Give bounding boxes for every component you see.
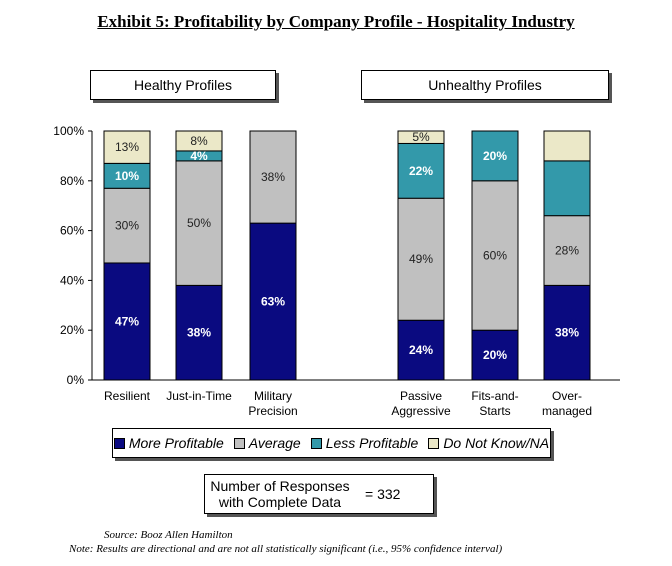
legend-label-less-profitable: Less Profitable (325, 435, 419, 451)
legend-label-more-profitable: More Profitable (128, 435, 224, 451)
bar-segment-average (543, 215, 591, 286)
bar-segment-average (175, 160, 223, 286)
bar-segment-less-profitable (471, 130, 519, 182)
responses-box: Number of Responses with Complete Data =… (204, 474, 434, 514)
category-label: Passive (400, 389, 442, 403)
bar-segment-more-profitable (471, 329, 519, 381)
category-label: Precision (248, 404, 297, 418)
y-tick-label: 20% (60, 323, 84, 337)
data-label: 20% (483, 149, 507, 163)
category-label: managed (542, 404, 592, 418)
data-label: 49% (409, 252, 433, 266)
bar-segment-more-profitable (543, 284, 591, 381)
data-label: 5% (412, 130, 430, 144)
y-tick-label: 40% (60, 273, 84, 287)
bar-segment-do-not-know (543, 130, 591, 162)
data-label: 30% (115, 219, 139, 233)
legend-more-profitable: More Profitable (113, 435, 224, 451)
category-label: Over- (552, 389, 582, 403)
data-label: 4% (190, 149, 208, 163)
data-label: 8% (190, 134, 208, 148)
footnote: Note: Results are directional and are no… (69, 543, 503, 555)
bar-segment-less-profitable (397, 142, 445, 199)
category-label: Just-in-Time (166, 389, 232, 403)
unhealthy-profiles-label: Unhealthy Profiles (361, 70, 609, 100)
legend-swatch-average (233, 437, 245, 449)
y-tick-label: 0% (67, 373, 85, 387)
bar-segment-more-profitable (175, 284, 223, 381)
data-label: 63% (261, 295, 285, 309)
bar-segment-do-not-know (175, 130, 223, 152)
chart-legend: More Profitable Average Less Profitable … (112, 428, 551, 458)
category-label: Fits-and- (471, 389, 518, 403)
responses-value: = 332 (365, 486, 401, 502)
chart-title: Exhibit 5: Profitability by Company Prof… (97, 12, 575, 31)
data-label: 22% (409, 164, 433, 178)
data-label: 60% (483, 249, 507, 263)
healthy-profiles-label: Healthy Profiles (90, 70, 276, 100)
y-tick-label: 100% (53, 124, 84, 138)
legend-swatch-do-not-know (428, 437, 440, 449)
y-tick-label: 80% (60, 174, 84, 188)
bar-segment-do-not-know (397, 130, 445, 144)
legend-swatch-less-profitable (310, 437, 322, 449)
category-label: Resilient (104, 389, 151, 403)
bar-segment-average (249, 130, 297, 224)
data-label: 38% (187, 326, 211, 340)
category-label: Aggressive (391, 404, 451, 418)
data-label: 20% (483, 348, 507, 362)
data-label: 47% (115, 314, 139, 328)
bar-segment-less-profitable (103, 162, 151, 189)
data-label: 10% (115, 169, 139, 183)
data-label: 50% (187, 216, 211, 230)
data-label: 28% (555, 244, 579, 258)
data-label: 24% (409, 343, 433, 357)
legend-swatch-more-profitable (113, 437, 125, 449)
legend-label-do-not-know: Do Not Know/NA (443, 435, 550, 451)
bar-segment-average (397, 197, 445, 321)
source-note: Source: Booz Allen Hamilton (104, 529, 233, 541)
bar-segment-do-not-know (103, 130, 151, 164)
legend-average: Average (233, 435, 301, 451)
bar-segment-average (471, 180, 519, 331)
legend-label-average: Average (248, 435, 301, 451)
data-label: 38% (555, 326, 579, 340)
bar-segment-less-profitable (543, 160, 591, 217)
bar-segment-more-profitable (249, 222, 297, 381)
responses-label: Number of Responses with Complete Data (210, 478, 350, 510)
bar-segment-average (103, 187, 151, 264)
category-label: Military (254, 389, 292, 403)
category-label: Starts (479, 404, 510, 418)
y-tick-label: 60% (60, 224, 84, 238)
data-label: 38% (261, 170, 285, 184)
bar-segment-more-profitable (103, 262, 151, 381)
legend-less-profitable: Less Profitable (310, 435, 419, 451)
data-label: 13% (115, 140, 139, 154)
legend-do-not-know: Do Not Know/NA (428, 435, 549, 451)
